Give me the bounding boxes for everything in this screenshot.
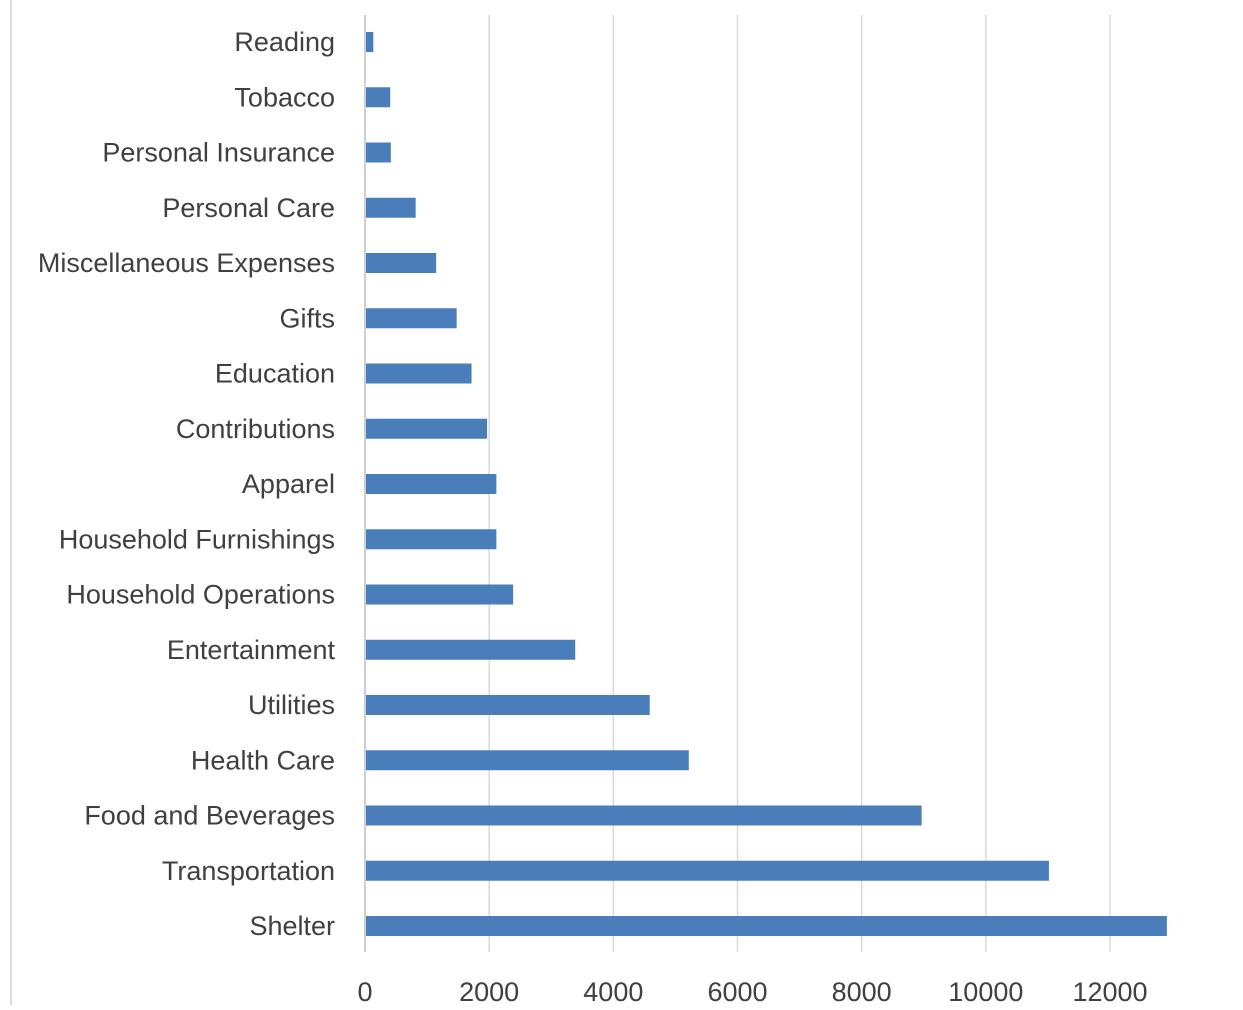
category-label: Gifts xyxy=(279,303,335,333)
bar-reading xyxy=(366,32,374,52)
category-label: Tobacco xyxy=(234,82,335,112)
category-label: Health Care xyxy=(191,745,335,775)
x-tick-label: 10000 xyxy=(948,977,1023,1005)
bar-household-furnishings xyxy=(366,529,497,550)
category-label: Education xyxy=(215,359,335,389)
category-label: Shelter xyxy=(249,911,335,941)
bar-contributions xyxy=(366,418,488,439)
category-label: Miscellaneous Expenses xyxy=(38,248,335,278)
category-label: Entertainment xyxy=(167,635,336,665)
bar-transportation xyxy=(366,860,1049,881)
bar-personal-care xyxy=(366,197,416,218)
category-label: Personal Insurance xyxy=(102,138,335,168)
bar-apparel xyxy=(366,474,497,494)
bars xyxy=(366,32,1167,936)
x-tick-label: 12000 xyxy=(1072,977,1147,1005)
category-label: Household Operations xyxy=(66,580,335,610)
bar-shelter xyxy=(366,916,1167,936)
bar-miscellaneous-expenses xyxy=(366,253,437,273)
x-tick-label: 0 xyxy=(357,977,372,1005)
bar-entertainment xyxy=(366,639,576,660)
x-tick-labels: 0 2000 4000 6000 8000 10000 12000 xyxy=(357,977,1147,1007)
category-label: Apparel xyxy=(242,469,335,499)
category-label: Utilities xyxy=(248,690,335,720)
bar-health-care xyxy=(366,750,689,771)
x-tick-label: 6000 xyxy=(707,977,767,1005)
bar-gifts xyxy=(366,308,457,329)
bar-food-and-beverages xyxy=(366,805,922,826)
category-label: Reading xyxy=(234,27,335,57)
x-tick-label: 2000 xyxy=(459,977,519,1005)
category-label: Food and Beverages xyxy=(84,801,335,831)
category-label: Household Furnishings xyxy=(59,524,335,554)
category-label: Personal Care xyxy=(162,193,335,223)
bar-personal-insurance xyxy=(366,142,391,163)
category-label: Contributions xyxy=(176,414,335,444)
gridlines xyxy=(488,15,1111,952)
bar-household-operations xyxy=(366,584,514,605)
category-label: Transportation xyxy=(162,856,335,886)
bar-education xyxy=(366,363,472,384)
bar-utilities xyxy=(366,695,650,715)
x-tick-label: 4000 xyxy=(583,977,643,1005)
bar-tobacco xyxy=(366,87,391,108)
category-labels: Reading Tobacco Personal Insurance Personal… xyxy=(38,27,336,941)
x-tick-label: 8000 xyxy=(832,977,892,1005)
